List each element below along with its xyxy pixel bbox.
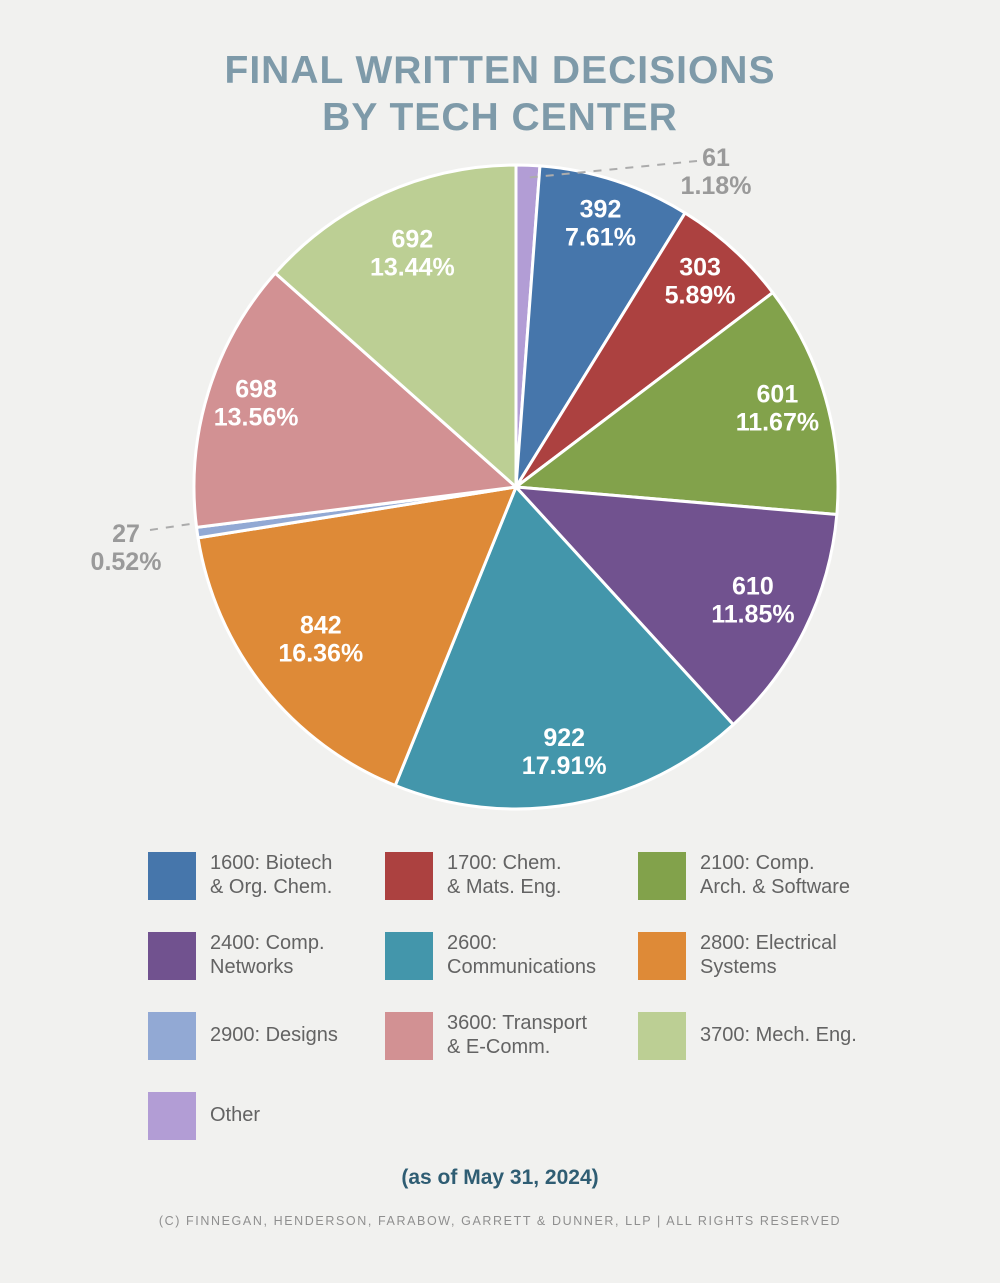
- pie-inside-label: 698 13.56%: [214, 376, 299, 432]
- legend-swatch: [638, 852, 686, 900]
- legend-label: 1700: Chem. & Mats. Eng.: [447, 852, 562, 898]
- legend-item: 1700: Chem. & Mats. Eng.: [385, 852, 638, 900]
- legend-item: 2400: Comp. Networks: [148, 932, 385, 980]
- legend: 1600: Biotech & Org. Chem. 1700: Chem. &…: [148, 852, 898, 1140]
- legend-swatch: [638, 932, 686, 980]
- pie-slice: [514, 291, 840, 516]
- legend-item: 3600: Transport & E-Comm.: [385, 1012, 638, 1060]
- pie-outside-label: 61 1.18%: [681, 144, 752, 200]
- pie-inside-label: 601 11.67%: [736, 381, 819, 437]
- pie-slice: [514, 485, 839, 727]
- legend-swatch: [148, 932, 196, 980]
- chart-title: FINAL WRITTEN DECISIONS BY TECH CENTER: [0, 48, 1000, 142]
- legend-swatch: [148, 1012, 196, 1060]
- pie-inside-label: 392 7.61%: [565, 196, 636, 252]
- pie-inside-label: 303 5.89%: [665, 254, 736, 310]
- legend-item: 2900: Designs: [148, 1012, 385, 1060]
- pie-slice: [273, 163, 518, 489]
- legend-item: Other: [148, 1092, 385, 1140]
- legend-item: 2800: Electrical Systems: [638, 932, 898, 980]
- legend-swatch: [148, 852, 196, 900]
- legend-label: 2800: Electrical Systems: [700, 932, 837, 978]
- pie-outside-label: 27 0.52%: [91, 520, 162, 576]
- pie-chart: 61 1.18% 392 7.61% 303 5.89% 601 11.67% 610 11.85…: [91, 144, 840, 811]
- pie-slice: [196, 485, 518, 787]
- legend-swatch: [638, 1012, 686, 1060]
- leader-line: [523, 160, 698, 179]
- legend-label: 1600: Biotech & Org. Chem.: [210, 852, 333, 898]
- legend-label: 2900: Designs: [210, 1024, 338, 1047]
- pie-inside-label: 692 13.44%: [370, 225, 455, 281]
- pie-inside-label: 842 16.36%: [278, 612, 363, 668]
- legend-label: 2100: Comp. Arch. & Software: [700, 852, 851, 898]
- legend-item: 3700: Mech. Eng.: [638, 1012, 898, 1060]
- copyright-line: (C) FINNEGAN, HENDERSON, FARABOW, GARRET…: [158, 1214, 842, 1228]
- legend-label: 3700: Mech. Eng.: [700, 1024, 857, 1047]
- legend-swatch: [385, 1012, 433, 1060]
- as-of-date: (as of May 31, 2024): [401, 1166, 599, 1189]
- legend-label: 2600: Communications: [447, 932, 596, 978]
- legend-item: 2600: Communications: [385, 932, 638, 980]
- legend-label: 3600: Transport & E-Comm.: [447, 1012, 588, 1058]
- legend-swatch: [148, 1092, 196, 1140]
- pie-inside-label: 922 17.91%: [522, 724, 607, 780]
- legend-swatch: [385, 852, 433, 900]
- pie-inside-label: 610 11.85%: [711, 573, 794, 629]
- legend-swatch: [385, 932, 433, 980]
- legend-item: 2100: Comp. Arch. & Software: [638, 852, 898, 900]
- pie-slice: [393, 485, 735, 811]
- chart-title-line2: BY TECH CENTER: [322, 95, 678, 139]
- legend-item: 1600: Biotech & Org. Chem.: [148, 852, 385, 900]
- pie-slice: [192, 271, 518, 529]
- legend-label: 2400: Comp. Networks: [210, 932, 325, 978]
- pie-slice: [514, 164, 687, 489]
- legend-label: Other: [210, 1104, 261, 1127]
- leader-line: [149, 522, 198, 531]
- chart-title-line1: FINAL WRITTEN DECISIONS: [224, 49, 776, 92]
